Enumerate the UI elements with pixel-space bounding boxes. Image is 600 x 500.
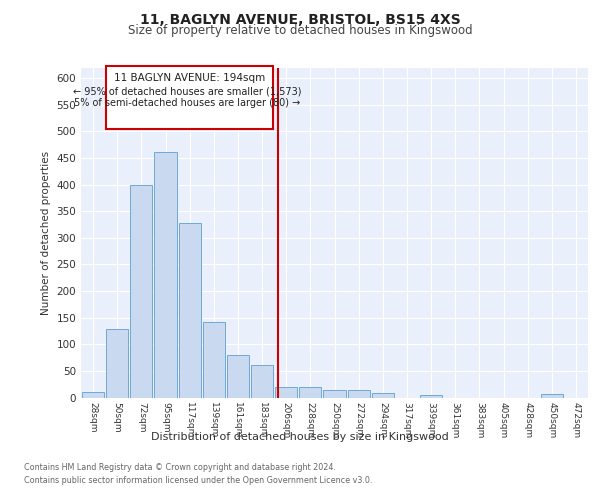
Bar	[347, 390, 370, 398]
Text: Size of property relative to detached houses in Kingswood: Size of property relative to detached ho…	[128, 24, 472, 37]
Bar	[323, 390, 346, 398]
Bar	[420, 395, 442, 398]
Bar	[299, 387, 322, 398]
Bar	[371, 393, 394, 398]
Bar	[541, 394, 563, 398]
Text: Contains HM Land Registry data © Crown copyright and database right 2024.: Contains HM Land Registry data © Crown c…	[24, 464, 336, 472]
Text: 11 BAGLYN AVENUE: 194sqm: 11 BAGLYN AVENUE: 194sqm	[114, 73, 265, 83]
Y-axis label: Number of detached properties: Number of detached properties	[41, 150, 51, 314]
Bar	[251, 364, 273, 398]
Bar	[154, 152, 176, 398]
Text: 5% of semi-detached houses are larger (80) →: 5% of semi-detached houses are larger (8…	[74, 98, 301, 108]
Bar	[227, 355, 249, 398]
Bar	[179, 223, 201, 398]
Bar	[82, 392, 104, 398]
Text: 11, BAGLYN AVENUE, BRISTOL, BS15 4XS: 11, BAGLYN AVENUE, BRISTOL, BS15 4XS	[140, 12, 460, 26]
Text: Contains public sector information licensed under the Open Government Licence v3: Contains public sector information licen…	[24, 476, 373, 485]
Text: Distribution of detached houses by size in Kingswood: Distribution of detached houses by size …	[151, 432, 449, 442]
Bar	[275, 387, 298, 398]
Text: ← 95% of detached houses are smaller (1,573): ← 95% of detached houses are smaller (1,…	[73, 86, 301, 96]
Bar	[130, 184, 152, 398]
Bar	[203, 322, 225, 398]
FancyBboxPatch shape	[106, 66, 273, 128]
Bar	[106, 330, 128, 398]
